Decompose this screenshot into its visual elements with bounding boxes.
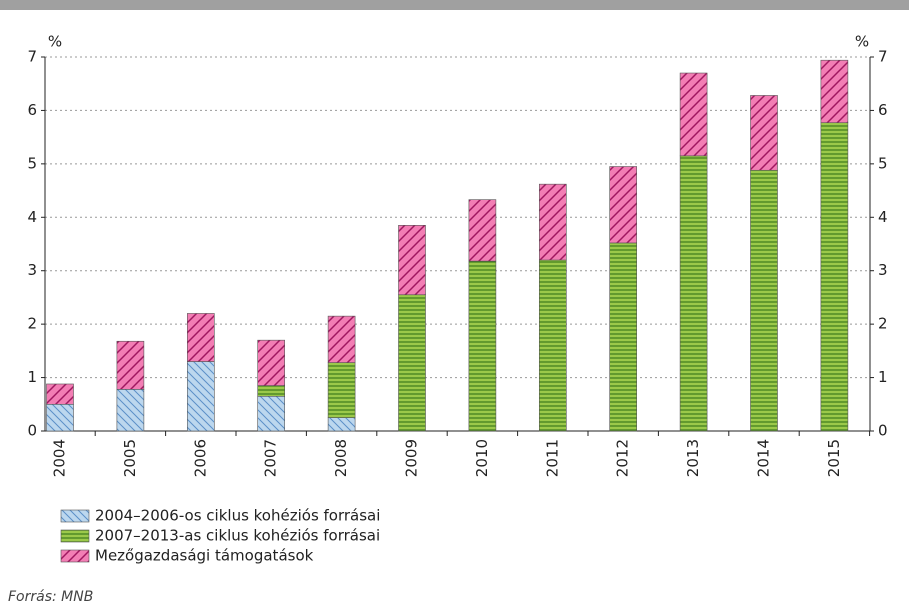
- bar-segment: [750, 169, 778, 432]
- bar-segment: [257, 339, 286, 386]
- source: Forrás: MNB: [8, 589, 93, 605]
- y2-axis-label: %: [855, 33, 869, 51]
- bar-segment: [609, 166, 638, 244]
- y2-tick-label: 1: [878, 368, 888, 386]
- bar-segment: [327, 315, 356, 363]
- bar-segment: [116, 389, 145, 432]
- legend-swatch: [60, 529, 90, 543]
- x-tick-label: 2012: [614, 439, 632, 477]
- bar-segment: [820, 59, 849, 124]
- x-tick-label: 2006: [191, 439, 209, 477]
- y-tick-label: 3: [27, 261, 37, 279]
- y2-tick-label: 3: [878, 261, 888, 279]
- y2-tick-label: 4: [878, 208, 888, 226]
- y2-tick-label: 7: [878, 48, 888, 66]
- bar-segment: [187, 361, 215, 432]
- bar-segment: [679, 155, 708, 432]
- y-tick-label: 2: [27, 315, 37, 333]
- legend-swatch: [60, 509, 90, 523]
- x-tick-label: 2013: [684, 439, 702, 477]
- bar-segment: [327, 362, 356, 418]
- x-tick-label: 2009: [403, 439, 421, 477]
- bar-segment: [398, 225, 426, 296]
- x-tick-label: 2007: [262, 439, 280, 477]
- y-tick-label: 1: [27, 368, 37, 386]
- bar-segment: [398, 294, 426, 432]
- legend-label: Mezőgazdasági támogatások: [95, 547, 314, 565]
- legend-swatch: [60, 549, 90, 563]
- bar-segment: [327, 417, 356, 432]
- x-tick-label: 2004: [51, 439, 69, 477]
- bar-segment: [468, 260, 497, 432]
- bar-segment: [538, 183, 567, 261]
- bar-segment: [609, 242, 638, 432]
- bar-segment: [46, 403, 74, 432]
- y-tick-label: 7: [27, 48, 37, 66]
- x-tick-label: 2014: [755, 439, 773, 477]
- y-tick-label: 5: [27, 154, 37, 172]
- bar-segment: [538, 259, 567, 432]
- x-tick-label: 2015: [825, 439, 843, 477]
- bar-segment: [679, 72, 708, 157]
- x-tick-label: 2011: [543, 439, 561, 477]
- bar-segment: [820, 122, 849, 432]
- x-tick-label: 2005: [121, 439, 139, 477]
- bar-segment: [257, 395, 286, 432]
- top-bar: [0, 0, 909, 10]
- x-tick-label: 2010: [473, 439, 491, 477]
- legend-label: 2004–2006-os ciklus kohéziós forrásai: [95, 507, 380, 525]
- y2-tick-label: 0: [878, 422, 888, 440]
- y2-tick-label: 5: [878, 154, 888, 172]
- y-tick-label: 6: [27, 101, 37, 119]
- bar-segment: [750, 95, 778, 171]
- bar-segment: [46, 383, 74, 405]
- y-tick-label: 0: [27, 422, 37, 440]
- y2-tick-label: 2: [878, 315, 888, 333]
- y-tick-label: 4: [27, 208, 37, 226]
- y-axis-label: %: [48, 33, 62, 51]
- bar-segment: [257, 385, 286, 397]
- y2-tick-label: 6: [878, 101, 888, 119]
- bar-segment: [116, 340, 145, 390]
- bar-segment: [187, 313, 215, 362]
- legend-label: 2007–2013-as ciklus kohéziós forrásai: [95, 527, 380, 545]
- x-tick-label: 2008: [332, 439, 350, 477]
- bar-segment: [468, 199, 497, 262]
